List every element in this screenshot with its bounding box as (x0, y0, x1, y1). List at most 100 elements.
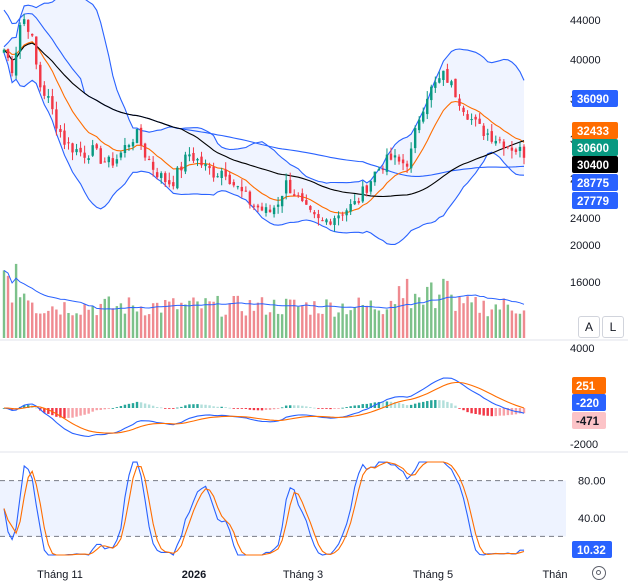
candle (297, 192, 300, 198)
candle (284, 173, 288, 200)
macd-histogram-bar (341, 407, 344, 409)
macd-histogram-bar (87, 408, 90, 414)
macd-histogram-bar (522, 408, 526, 414)
candle (361, 180, 364, 204)
macd-histogram-bar (123, 404, 127, 408)
macd-tag-label: -220 (576, 398, 599, 410)
macd-histogram-bar (107, 408, 111, 409)
candle (176, 165, 179, 190)
volume-bar (474, 297, 477, 338)
candle (466, 110, 469, 120)
volume-bar (377, 310, 381, 338)
candle (337, 211, 340, 226)
candle-body (95, 144, 98, 149)
candle (155, 167, 159, 180)
volume-bar (95, 315, 98, 338)
volume-bar (111, 308, 115, 338)
candle-body (31, 33, 34, 36)
volume-bar (276, 313, 280, 338)
volume-bar (498, 309, 502, 338)
candle-body (71, 143, 74, 153)
macd-histogram-bar (71, 408, 74, 418)
candle-body (454, 78, 457, 98)
candle (313, 210, 316, 219)
macd-histogram-bar (176, 407, 179, 409)
macd-histogram-bar (482, 408, 485, 416)
candle-body (373, 171, 377, 183)
volume-bar (393, 304, 397, 338)
volume-bar (333, 316, 336, 338)
candle-body (494, 140, 497, 144)
volume-bar (260, 297, 264, 338)
macd-tag: -471 (572, 412, 606, 429)
volume-bar (514, 313, 518, 338)
volume-bar (321, 313, 324, 338)
candle-body (284, 180, 288, 194)
price-pane (2, 0, 526, 245)
auto-scale-button[interactable]: A (578, 316, 600, 338)
volume-bar (204, 298, 207, 338)
bollinger-fill (4, 0, 524, 245)
macd-histogram-bar (47, 408, 50, 414)
volume-bar (389, 300, 393, 338)
volume-bar (252, 310, 256, 338)
macd-histogram-bar (405, 405, 409, 408)
candle-body (87, 158, 90, 161)
candle-body (139, 127, 143, 146)
candle (341, 211, 344, 221)
candle-body (393, 155, 397, 158)
candle (405, 160, 409, 173)
candle-body (67, 142, 70, 144)
macd-histogram-bar (135, 401, 139, 408)
candle-body (131, 142, 135, 147)
macd-histogram-bar (127, 403, 131, 408)
candle (293, 189, 296, 197)
macd-histogram-bar (434, 399, 437, 408)
price-axes: 2400028000320003600040000440003609032433… (570, 15, 618, 558)
price-tag-label: 30600 (577, 143, 609, 155)
candle (147, 155, 151, 161)
candle (151, 156, 155, 177)
candle-body (442, 70, 445, 81)
volume-bar (450, 294, 453, 338)
volume-bar (409, 308, 413, 338)
candle (426, 91, 429, 120)
candle (397, 154, 401, 165)
candle (164, 171, 167, 188)
candle-body (409, 148, 413, 169)
price-tick-label: 24000 (570, 213, 601, 225)
stochastic-pane (0, 461, 566, 556)
volume-bar (345, 314, 348, 338)
candle-body (35, 36, 38, 65)
volume-bar (309, 314, 312, 338)
log-scale-button[interactable]: L (602, 316, 624, 338)
macd-histogram-bar (442, 400, 445, 408)
candle (276, 196, 280, 214)
candle (317, 209, 320, 226)
macd-histogram-bar (196, 404, 199, 408)
macd-line (3, 377, 525, 438)
candle-body (2, 49, 6, 53)
candle-body (212, 166, 215, 178)
volume-bar (172, 298, 175, 338)
settings-gear-icon[interactable] (592, 566, 606, 580)
candle-body (309, 206, 312, 210)
macd-histogram-bar (240, 408, 244, 409)
price-tag-box (572, 122, 618, 139)
candle-body (155, 172, 159, 178)
candle-body (111, 158, 115, 166)
signal-line (3, 381, 525, 434)
macd-histogram-bar (184, 405, 187, 408)
macd-histogram-bar (75, 408, 78, 417)
price-tag-label: 30400 (577, 160, 609, 172)
candle (22, 14, 26, 27)
price-tag-label: 28775 (577, 178, 610, 190)
candle-body (430, 86, 433, 101)
candle-body (252, 205, 256, 207)
volume-bar (244, 315, 248, 338)
candle-body (321, 220, 324, 222)
candle-body (75, 149, 78, 153)
macd-histogram-bar (430, 400, 433, 408)
price-tick-label: 44000 (570, 15, 601, 27)
